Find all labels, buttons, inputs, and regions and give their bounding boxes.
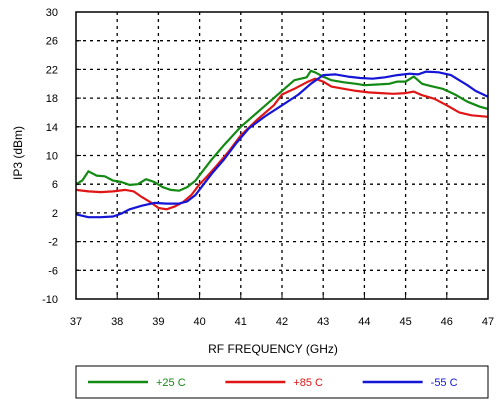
x-tick-label: 43: [317, 316, 329, 328]
x-axis-title: RF FREQUENCY (GHz): [208, 342, 338, 356]
x-tick-label: 41: [235, 316, 247, 328]
y-tick-label: 18: [46, 93, 58, 105]
x-tick-label: 39: [152, 316, 164, 328]
y-axis-title: IP3 (dBm): [11, 126, 25, 180]
y-tick-label: 22: [46, 64, 58, 76]
legend-label: -55 C: [431, 377, 458, 389]
y-tick-label: 10: [46, 151, 58, 163]
series-layer: [75, 69, 489, 219]
y-tick-label: 30: [46, 7, 58, 19]
tick-layer: 37 38 39 40 41 42 43 44 45 46 47-10-6-226101418222…: [42, 7, 494, 328]
y-tick-label: 6: [52, 179, 58, 191]
y-tick-label: 26: [46, 36, 58, 48]
x-tick-label: 45: [399, 316, 411, 328]
x-tick-label: 38: [111, 316, 123, 328]
grid-layer: [76, 12, 488, 299]
x-tick-label: 44: [358, 316, 370, 328]
x-tick-label: 46: [441, 316, 453, 328]
y-tick-label: -6: [48, 265, 58, 277]
legend-label: +85 C: [293, 377, 323, 389]
legend: +25 C +85 C -55 C: [75, 365, 489, 399]
y-tick-label: -10: [42, 294, 58, 306]
series-line: [75, 69, 489, 192]
legend-label: +25 C: [156, 377, 186, 389]
y-tick-label: 14: [46, 122, 58, 134]
series-line: [75, 77, 489, 211]
x-tick-label: 40: [193, 316, 205, 328]
x-tick-label: 47: [482, 316, 494, 328]
x-tick-label: 37: [70, 316, 82, 328]
y-tick-label: 2: [52, 208, 58, 220]
series-line: [75, 70, 489, 219]
x-tick-label: 42: [276, 316, 288, 328]
y-tick-label: -2: [48, 237, 58, 249]
